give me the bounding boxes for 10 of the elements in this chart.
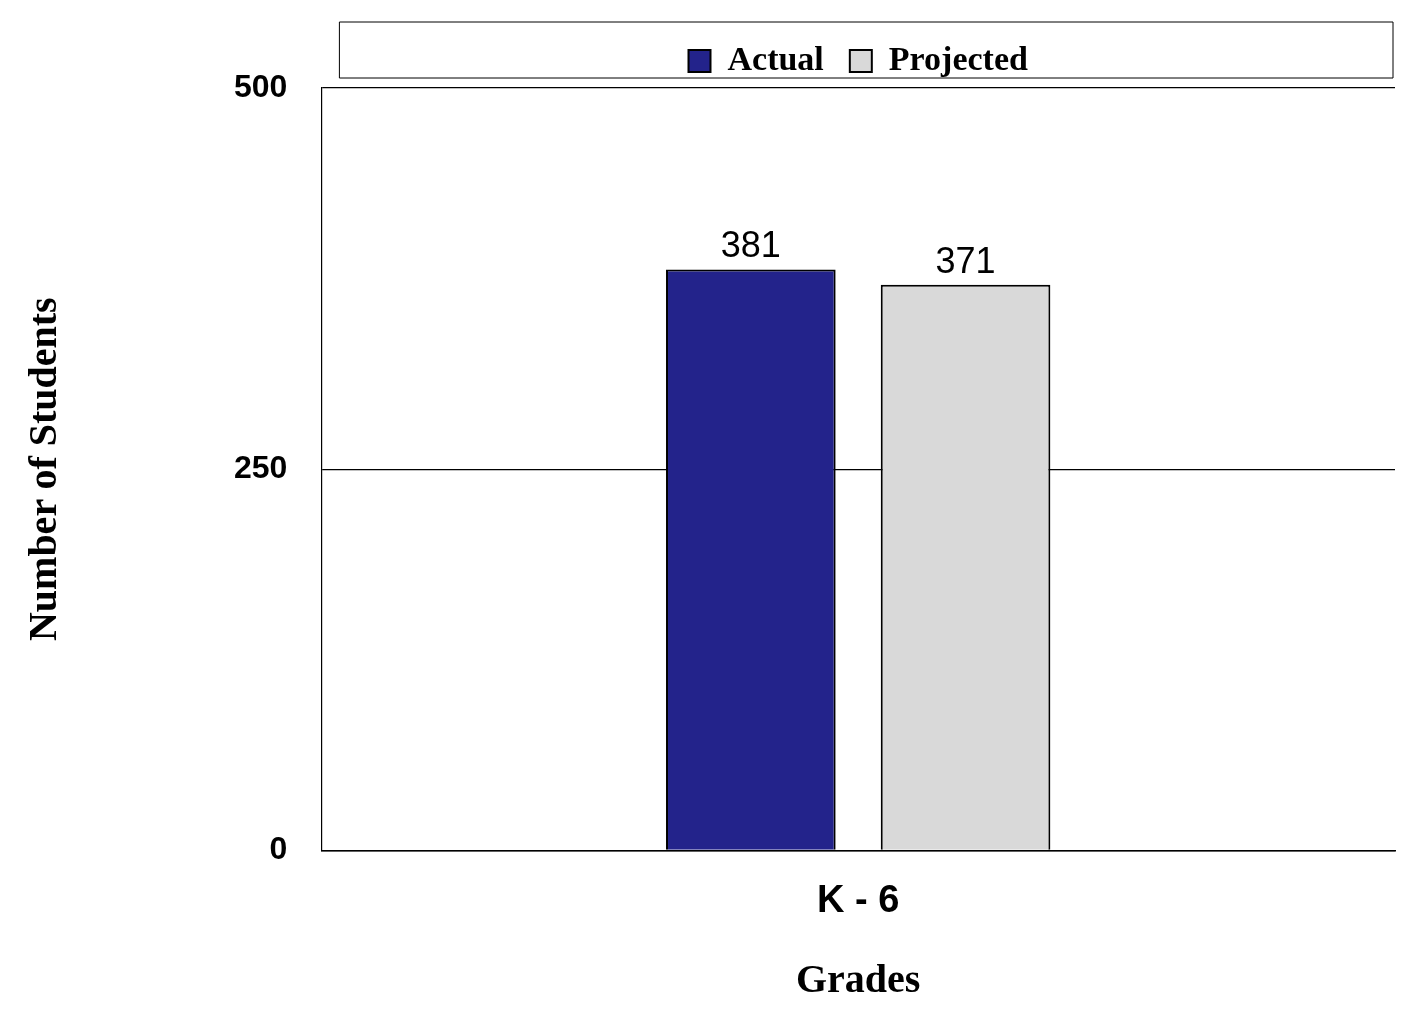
data-label: 371 <box>935 239 996 281</box>
legend-label: Actual <box>727 39 824 77</box>
y-tick-label: 0 <box>269 830 288 867</box>
legend-label: Projected <box>888 39 1028 77</box>
y-axis-title: Number of Students <box>20 297 66 642</box>
y-tick-label: 500 <box>234 67 288 104</box>
data-label: 381 <box>720 224 781 266</box>
y-tick-label: 250 <box>234 449 288 486</box>
x-axis-title: Grades <box>795 956 921 1002</box>
x-tick-label: K - 6 <box>817 877 900 920</box>
